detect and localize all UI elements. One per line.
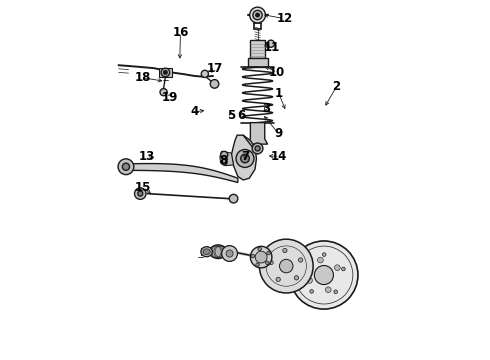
Text: 2: 2 <box>332 80 341 93</box>
Circle shape <box>334 290 338 293</box>
Circle shape <box>221 159 227 165</box>
Text: 16: 16 <box>172 27 189 40</box>
Circle shape <box>279 259 293 273</box>
Circle shape <box>220 151 228 158</box>
Polygon shape <box>220 151 234 166</box>
Text: 5: 5 <box>227 109 236 122</box>
Circle shape <box>310 289 314 293</box>
Text: 7: 7 <box>241 150 249 163</box>
Circle shape <box>266 261 269 265</box>
Circle shape <box>251 254 255 258</box>
Circle shape <box>256 13 259 17</box>
Circle shape <box>315 265 333 284</box>
Text: 14: 14 <box>271 150 287 163</box>
Circle shape <box>241 154 249 163</box>
Circle shape <box>252 143 263 154</box>
Polygon shape <box>126 163 238 183</box>
Text: 8: 8 <box>220 154 228 167</box>
Circle shape <box>267 40 274 47</box>
Circle shape <box>258 247 261 251</box>
Circle shape <box>322 253 326 256</box>
Circle shape <box>276 277 280 282</box>
Circle shape <box>160 89 167 96</box>
Text: 10: 10 <box>269 66 285 79</box>
Circle shape <box>135 188 146 199</box>
Circle shape <box>255 251 267 263</box>
Polygon shape <box>247 123 268 144</box>
Circle shape <box>307 278 313 283</box>
Text: 15: 15 <box>135 181 151 194</box>
Circle shape <box>255 146 260 151</box>
Circle shape <box>294 276 298 280</box>
Circle shape <box>253 10 262 20</box>
Text: 1: 1 <box>275 87 283 100</box>
Circle shape <box>229 194 238 203</box>
Ellipse shape <box>210 245 227 258</box>
Text: 19: 19 <box>162 91 178 104</box>
Text: 12: 12 <box>276 12 293 25</box>
Circle shape <box>290 241 358 309</box>
Circle shape <box>269 260 273 265</box>
Circle shape <box>226 250 233 257</box>
Circle shape <box>250 7 266 23</box>
Circle shape <box>138 191 143 196</box>
Circle shape <box>283 248 287 253</box>
Circle shape <box>259 239 313 293</box>
Circle shape <box>267 251 270 255</box>
Circle shape <box>325 287 331 293</box>
Text: 6: 6 <box>237 109 245 122</box>
Circle shape <box>164 71 167 74</box>
Text: 17: 17 <box>206 62 222 75</box>
Circle shape <box>118 159 134 175</box>
Circle shape <box>210 80 219 88</box>
Circle shape <box>335 265 340 271</box>
Text: 18: 18 <box>135 71 151 84</box>
Circle shape <box>250 246 272 268</box>
Text: 11: 11 <box>264 41 280 54</box>
Ellipse shape <box>201 247 212 257</box>
Circle shape <box>161 68 170 77</box>
Circle shape <box>342 267 345 271</box>
Circle shape <box>318 257 323 263</box>
Circle shape <box>303 267 306 270</box>
Circle shape <box>201 70 208 77</box>
Text: 4: 4 <box>191 105 199 118</box>
Circle shape <box>256 263 259 266</box>
Polygon shape <box>231 135 256 180</box>
Text: 3: 3 <box>262 102 270 115</box>
Circle shape <box>298 258 303 262</box>
Circle shape <box>221 246 238 261</box>
Polygon shape <box>159 68 172 77</box>
Polygon shape <box>247 58 268 67</box>
Text: 13: 13 <box>138 150 154 163</box>
Text: 9: 9 <box>274 127 282 140</box>
Ellipse shape <box>203 249 210 255</box>
Polygon shape <box>250 40 266 58</box>
Circle shape <box>236 149 254 167</box>
Circle shape <box>122 163 129 170</box>
